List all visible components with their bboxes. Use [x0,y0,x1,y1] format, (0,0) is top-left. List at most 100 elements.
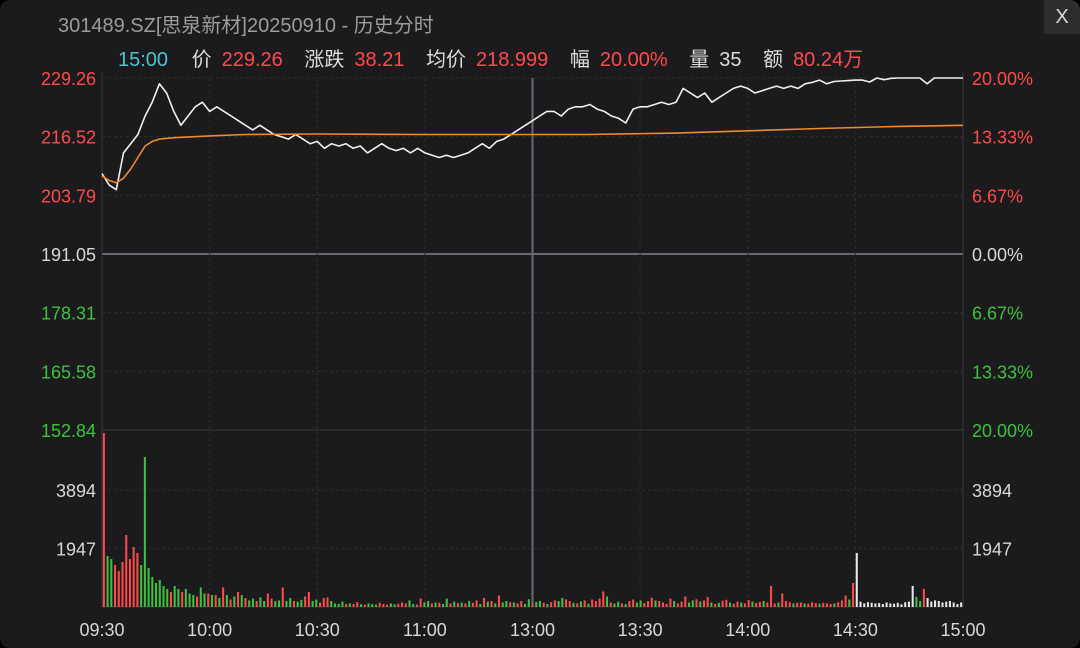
window-title: 301489.SZ[思泉新材]20250910 - 历史分时 [58,15,434,37]
volume-bar [889,603,892,607]
volume-bar [859,601,862,607]
volume-bar [263,601,266,607]
x-tick-label: 10:00 [187,620,232,640]
volume-bar [207,593,210,607]
volume-bar [643,603,646,607]
volume-bar [401,602,404,607]
volume-bar [594,601,597,607]
volume-bar [658,601,661,607]
volume-bar [531,603,534,607]
axis-labels: 229.26 216.52 203.79 191.05 178.31 165.58 152.… [41,69,1033,640]
volume-bar [374,604,377,607]
volume-bar [285,601,288,607]
volume-bar [811,602,814,607]
volume-bar [784,601,787,607]
volume-bar [926,598,929,607]
volume-bar [333,603,336,607]
volume-bar [844,595,847,607]
volume-bar [714,604,717,607]
volume-bar [155,583,158,607]
volume-bar [248,600,251,607]
volume-bar [557,601,560,607]
volume-bar [382,604,385,607]
volume-bar [878,603,881,607]
volume-bar [512,602,515,607]
volume-bar [695,599,698,607]
volume-bar [121,562,124,607]
volume-bar [322,598,325,607]
volume-bar [132,547,135,607]
volume-bar [706,597,709,607]
volume-bar [825,603,828,607]
volume-bar [516,603,519,607]
volume-bar [445,598,448,607]
volume-bar [609,602,612,607]
volume-bar [583,600,586,607]
volume-bar [930,601,933,607]
volume-bar [848,599,851,607]
volume-bar [855,553,858,607]
volume-bar [259,597,262,607]
volume-bar [561,598,564,607]
volume-bar [453,601,456,607]
volume-bar [151,577,154,607]
volume-bar [937,601,940,607]
volume-bar [934,600,937,607]
volume-bar [412,604,415,607]
volume-bar [278,600,281,607]
volume-bar [494,603,497,607]
volume-bar [535,601,538,607]
volume-bar [106,556,109,607]
left-tick-label: 203.79 [41,186,96,206]
volume-bar [505,601,508,607]
right-tick-label: 6.67% [972,304,1023,324]
volume-bar [721,600,724,607]
volume-bar [755,602,758,607]
volume-bar [591,599,594,607]
volume-bar [743,603,746,607]
volume-bar [725,599,728,607]
volume-bar [852,583,855,607]
close-button[interactable]: X [1044,0,1080,34]
info-bar: 15:00 价 229.26 涨跌 38.21 均价 218.999 幅 20.00% … [118,43,879,72]
volume-bar [613,603,616,607]
volume-bar [307,592,310,607]
volume-bar [773,603,776,607]
volume-bar [378,602,381,607]
x-tick-label: 13:30 [618,620,663,640]
volume-bar [699,601,702,607]
volume-bar [475,600,478,607]
volume-bar [870,602,873,607]
volume-bar [177,589,180,607]
volume-bar [214,595,217,607]
volume-bar [486,601,489,607]
left-tick-label: 178.31 [41,304,96,324]
volume-bar [281,587,284,607]
volume-bar [758,601,761,607]
volume-bar [840,600,843,607]
volume-tick-label: 1947 [972,540,1012,560]
volume-bar [397,603,400,607]
info-amount-value: 80.24万 [793,49,864,71]
volume-bar [348,603,351,607]
info-price-key: 价 [191,49,212,71]
volume-bar [829,604,832,607]
volume-bar [911,586,914,607]
volume-bar [796,602,799,607]
volume-bar [527,599,530,607]
volume-bar [945,601,948,607]
volume-bar [684,596,687,607]
volume-bar [818,603,821,607]
volume-bar [319,602,322,607]
volume-bar [266,593,269,607]
volume-bar [907,601,910,607]
volume-bar [680,601,683,607]
volume-tick-label: 3894 [972,481,1012,501]
volume-bar [337,604,340,607]
volume-bar [893,603,896,607]
volume-bar [822,602,825,607]
volume-bar [602,591,605,607]
volume-bar [863,603,866,607]
volume-bar [356,602,359,607]
